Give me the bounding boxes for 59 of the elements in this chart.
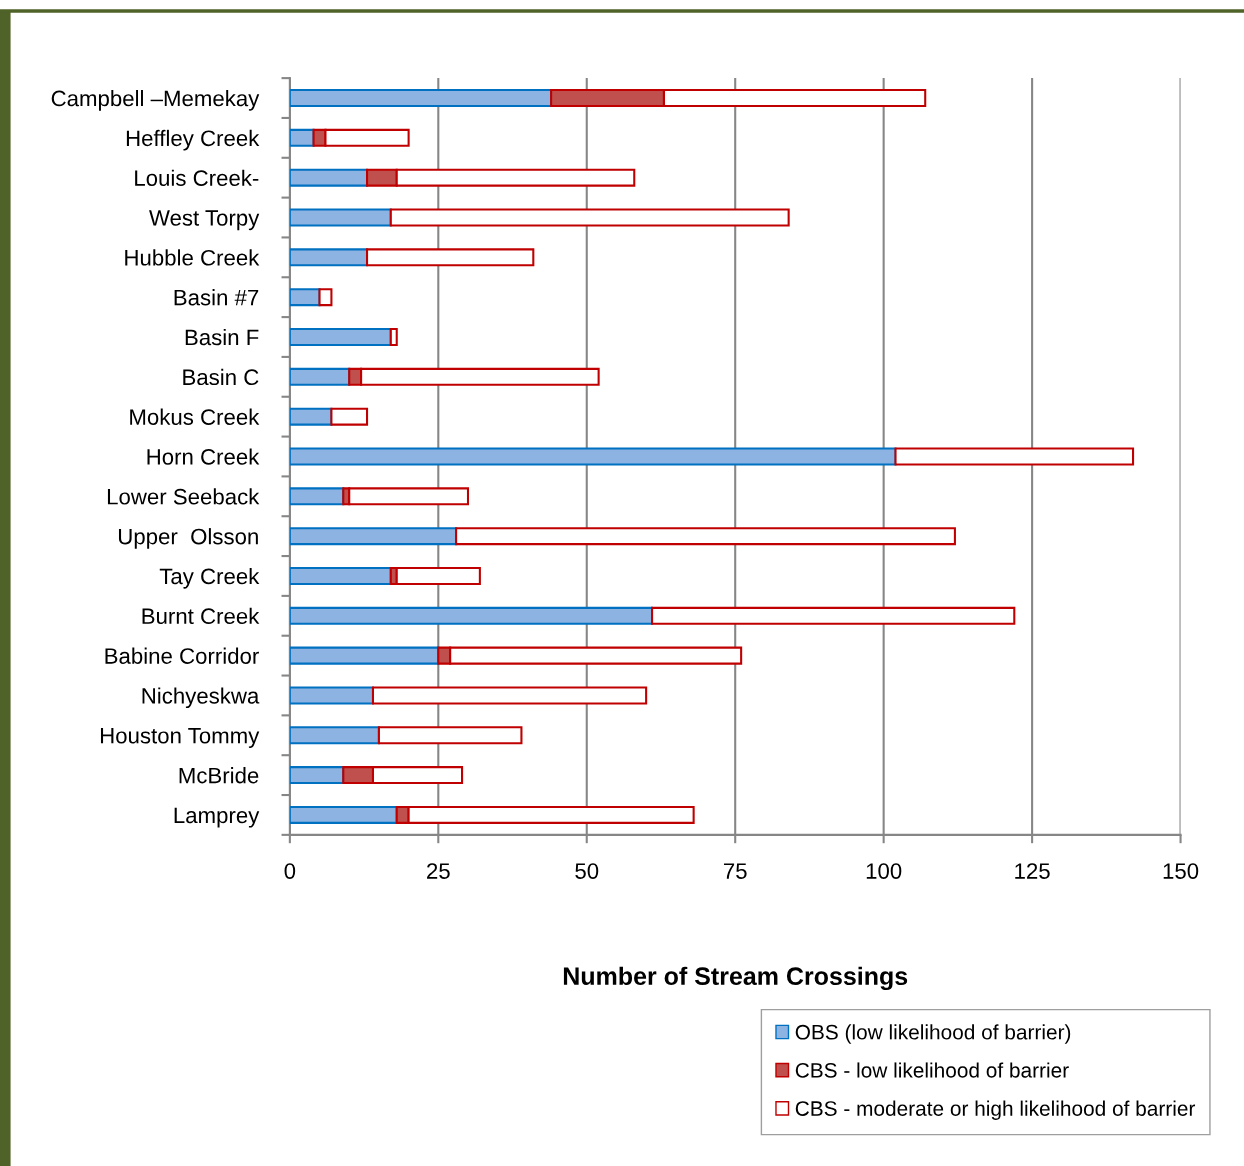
bar xyxy=(289,248,369,267)
bar xyxy=(289,805,398,824)
bar xyxy=(289,447,897,466)
x-tick-label: 25 xyxy=(427,863,450,879)
bar xyxy=(289,208,392,227)
bar xyxy=(289,128,315,147)
bar xyxy=(289,328,392,347)
y-tick-label: McBride xyxy=(179,767,259,784)
y-tick-label: Mokus Creek xyxy=(130,408,260,425)
x-tick-label: 125 xyxy=(1015,863,1050,879)
y-tick-label: Lamprey xyxy=(174,807,260,828)
y-tick-label: Basin C xyxy=(183,368,259,386)
y-tick-label: Basin #7 xyxy=(174,289,259,306)
bar xyxy=(289,288,321,307)
bar xyxy=(289,646,440,665)
bar xyxy=(366,248,535,267)
y-tick-label: Upper Olsson xyxy=(118,528,258,549)
x-axis-title: Number of Stream Crossings xyxy=(563,966,908,991)
bar xyxy=(289,566,392,585)
bar xyxy=(289,367,351,386)
y-tick-label: Babine Corridor xyxy=(105,647,259,664)
y-tick-label: Houston Tommy xyxy=(100,728,260,748)
bar xyxy=(389,328,398,347)
bar xyxy=(289,686,375,705)
y-tick-label: Tay Creek xyxy=(159,567,260,589)
y-tick-label: Horn Creek xyxy=(147,448,260,465)
bar xyxy=(289,726,380,745)
legend-label: CBS - low likelihood of barrier xyxy=(795,1062,1069,1078)
bar xyxy=(651,606,1016,625)
y-tick-label: West Torpy xyxy=(149,210,260,231)
bar xyxy=(289,527,458,546)
bar xyxy=(289,606,654,625)
bar xyxy=(894,447,1135,466)
bar xyxy=(289,407,333,426)
x-tick-label: 100 xyxy=(866,863,902,879)
bar xyxy=(289,766,345,785)
bar xyxy=(289,168,369,187)
bar xyxy=(455,527,956,546)
bar xyxy=(289,487,345,506)
y-tick-label: Campbell –Memekay xyxy=(51,89,260,111)
bar xyxy=(389,208,790,227)
y-tick-label: Hubble Creek xyxy=(125,249,260,266)
bar xyxy=(371,686,648,705)
bar xyxy=(318,288,333,307)
bar xyxy=(377,726,523,745)
bar xyxy=(289,89,553,108)
x-tick-label: 150 xyxy=(1163,863,1199,879)
y-tick-label: Basin F xyxy=(185,328,259,346)
x-tick-label: 0 xyxy=(284,863,296,879)
bar xyxy=(330,407,369,426)
legend-label: CBS - moderate or high likelihood of barrier xyxy=(795,1100,1196,1121)
y-tick-label: Heffley Creek xyxy=(126,129,260,151)
y-tick-label: Louis Creek- xyxy=(135,169,259,186)
y-tick-label: Burnt Creek xyxy=(142,607,260,625)
x-tick-label: 75 xyxy=(723,863,747,879)
legend-label: OBS (low likelihood of barrier) xyxy=(795,1024,1071,1044)
y-tick-label: Lower Seeback xyxy=(107,488,260,505)
y-tick-label: Nichyeskwa xyxy=(142,687,260,709)
x-tick-label: 50 xyxy=(575,863,599,879)
